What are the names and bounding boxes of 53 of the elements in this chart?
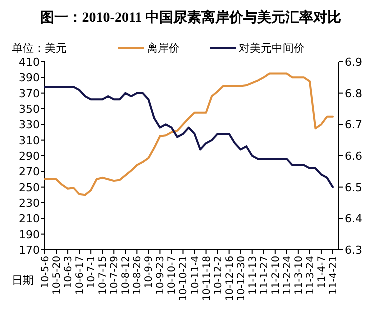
y-tick-label: 190 — [19, 228, 40, 242]
y-tick-label: 310 — [19, 134, 40, 148]
x-tick-label: 10-7-29 — [110, 256, 121, 296]
x-tick-label: 11-3-10 — [294, 256, 305, 296]
legend-label: 对美元中间价 — [239, 42, 305, 55]
y-tick-label: 330 — [19, 118, 40, 132]
x-tick-label: 10-12-2 — [213, 256, 224, 296]
y2-tick-label: 6.3 — [345, 244, 362, 257]
y2-tick-label: 6.8 — [345, 87, 362, 100]
x-tick-label: 10-9-9 — [144, 256, 156, 289]
x-tick-label: 10-11-4 — [190, 256, 202, 296]
y-tick-label: 230 — [19, 197, 40, 210]
x-tick-label: 10-12-16 — [224, 256, 236, 302]
x-tick-label: 10-6-17 — [75, 256, 86, 296]
line-series — [44, 86, 334, 188]
y-tick-label: 210 — [19, 212, 40, 226]
x-tick-label: 11-1-13 — [248, 256, 259, 296]
y2-tick-label: 6.4 — [345, 212, 362, 226]
line-series — [44, 72, 334, 196]
y-tick-label: 370 — [19, 87, 40, 100]
x-tick-label: 10-7-15 — [98, 256, 110, 296]
x-tick-label: 10-12-30 — [236, 256, 248, 302]
y-tick-label: 270 — [19, 166, 40, 179]
x-tick-label: 11-4-7 — [316, 256, 328, 289]
x-tick-label: 11-2-24 — [282, 256, 294, 296]
x-tick-label: 11-3-24 — [305, 256, 316, 296]
y-tick-label: 390 — [19, 72, 40, 85]
x-tick-label: 10-8-12 — [121, 256, 132, 296]
y2-tick-label: 6.5 — [345, 181, 362, 194]
x-tick-label: 10-7-1 — [86, 256, 98, 289]
x-tick-label: 10-5-20 — [52, 256, 64, 296]
x-tick-label: 10-6-3 — [64, 256, 75, 289]
x-tick-label: 10-9-23 — [156, 256, 167, 296]
y-tick-label: 350 — [19, 103, 40, 116]
y-tick-label: 410 — [19, 56, 40, 69]
x-tick-label: 10-10-21 — [178, 256, 190, 302]
y2-tick-label: 6.7 — [345, 118, 362, 132]
y-tick-label: 290 — [19, 150, 40, 163]
x-tick-label: 11-2-10 — [270, 256, 282, 296]
y2-tick-label: 6.9 — [345, 56, 362, 69]
x-tick-label: 10-11-18 — [202, 256, 213, 302]
x-tick-label: 10-8-26 — [132, 256, 144, 296]
x-tick-label: 10-10-7 — [167, 256, 178, 296]
y-tick-label: 170 — [19, 244, 40, 257]
y-tick-label: 250 — [19, 181, 40, 194]
y2-tick-label: 6.6 — [345, 150, 362, 163]
x-tick-label: 10-5-6 — [40, 256, 52, 289]
x-axis-title: 日期 — [12, 274, 34, 287]
chart-title: 图一：2010-2011 中国尿素离岸价与美元汇率对比 — [40, 9, 342, 26]
legend-label: 离岸价 — [147, 42, 180, 55]
y-axis-title: 单位：美元 — [12, 42, 67, 55]
x-tick-label: 11-4-21 — [328, 256, 340, 296]
x-tick-label: 11-1-27 — [259, 256, 270, 296]
